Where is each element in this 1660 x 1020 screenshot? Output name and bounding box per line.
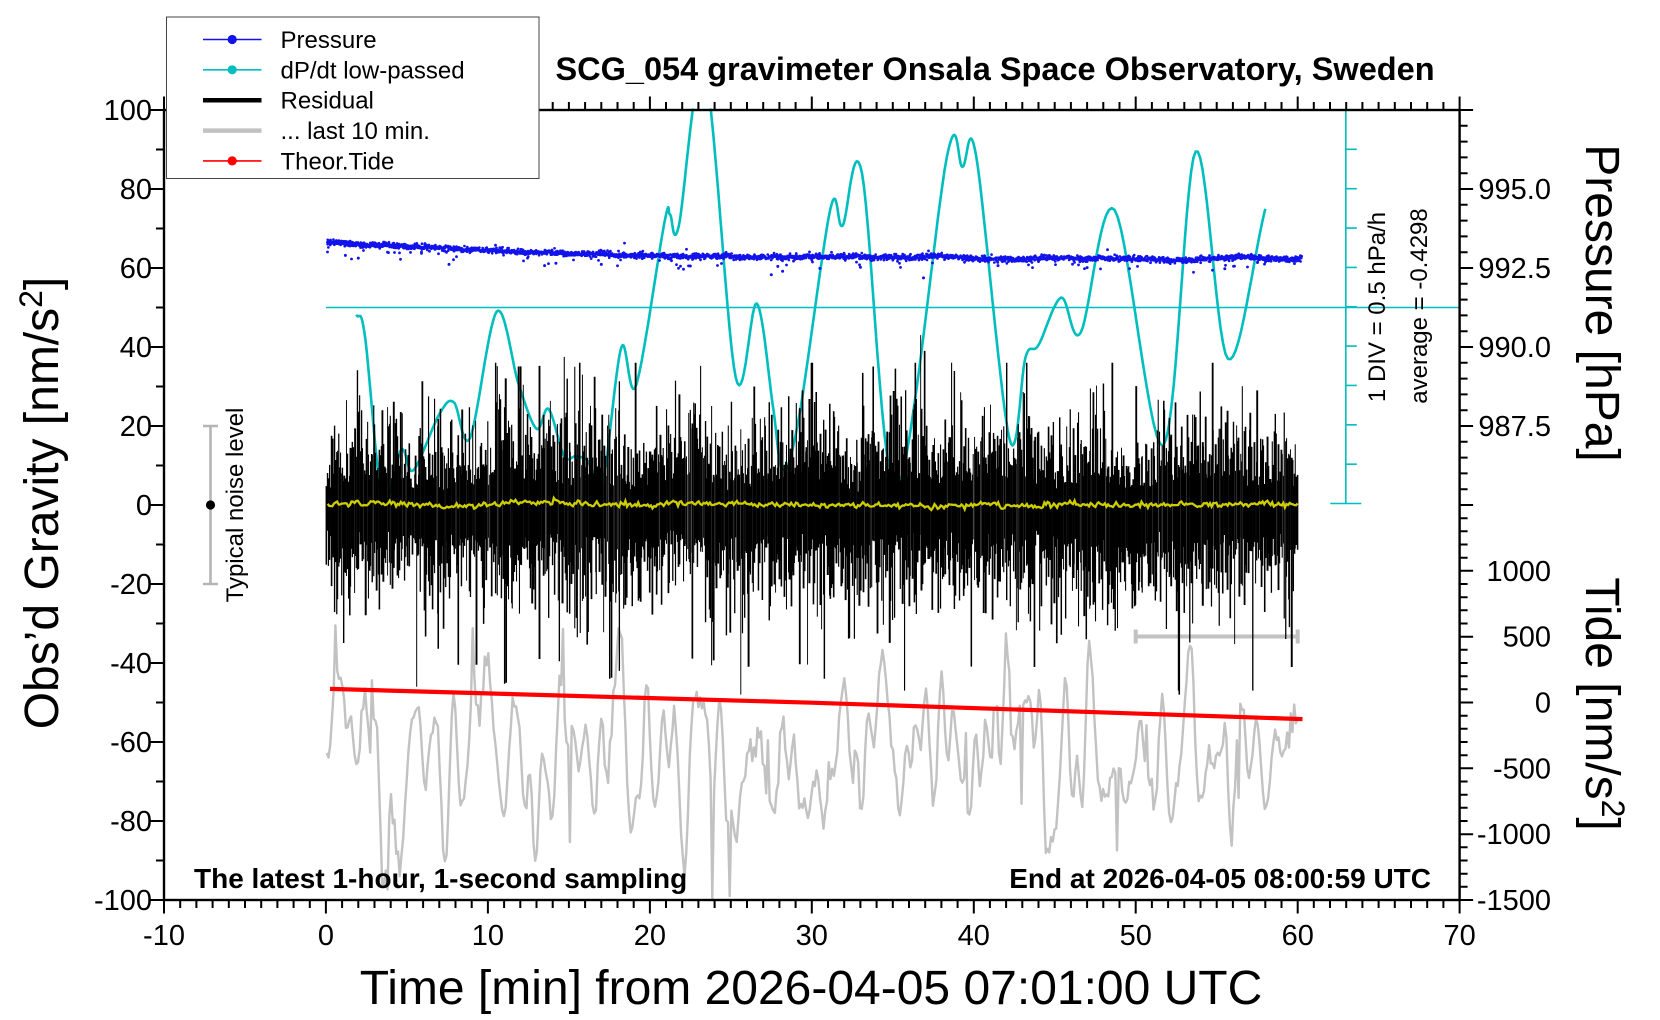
- svg-text:-40: -40: [110, 648, 152, 680]
- svg-text:End at 2026-04-05 08:00:59 UTC: End at 2026-04-05 08:00:59 UTC: [1009, 863, 1431, 894]
- svg-text:Time [min] from 2026-04-05 07:: Time [min] from 2026-04-05 07:01:00 UTC: [360, 962, 1263, 1015]
- svg-text:... last 10 min.: ... last 10 min.: [281, 118, 430, 145]
- svg-text:992.5: 992.5: [1478, 253, 1551, 285]
- svg-text:500: 500: [1503, 622, 1551, 654]
- svg-text:990.0: 990.0: [1478, 332, 1551, 364]
- svg-text:40: 40: [120, 332, 152, 364]
- svg-text:Pressure [hPa]: Pressure [hPa]: [1575, 144, 1628, 461]
- svg-text:0: 0: [318, 920, 334, 952]
- svg-text:Residual: Residual: [281, 88, 374, 115]
- svg-text:dP/dt low-passed: dP/dt low-passed: [281, 57, 465, 84]
- svg-text:-20: -20: [110, 569, 152, 601]
- svg-text:20: 20: [634, 920, 666, 952]
- svg-text:-80: -80: [110, 806, 152, 838]
- svg-text:-100: -100: [94, 885, 152, 917]
- svg-text:Theor.Tide: Theor.Tide: [281, 148, 395, 175]
- svg-text:30: 30: [796, 920, 828, 952]
- svg-text:20: 20: [120, 411, 152, 443]
- svg-text:average = -0.4298: average = -0.4298: [1406, 208, 1433, 403]
- svg-text:SCG_054 gravimeter Onsala Spac: SCG_054 gravimeter Onsala Space Observat…: [555, 51, 1434, 87]
- svg-text:-500: -500: [1493, 753, 1551, 785]
- svg-text:70: 70: [1443, 920, 1475, 952]
- svg-text:60: 60: [120, 253, 152, 285]
- svg-text:-60: -60: [110, 727, 152, 759]
- svg-text:0: 0: [1535, 688, 1551, 720]
- svg-text:80: 80: [120, 174, 152, 206]
- svg-text:60: 60: [1282, 920, 1314, 952]
- svg-text:995.0: 995.0: [1478, 174, 1551, 206]
- svg-text:-1000: -1000: [1477, 819, 1551, 851]
- svg-text:Obs’d Gravity [nm/s2]: Obs’d Gravity [nm/s2]: [13, 277, 69, 730]
- svg-text:-1500: -1500: [1477, 885, 1551, 917]
- svg-text:50: 50: [1120, 920, 1152, 952]
- svg-text:100: 100: [104, 95, 152, 127]
- svg-text:Pressure: Pressure: [281, 27, 377, 54]
- svg-text:The latest 1-hour, 1-second sa: The latest 1-hour, 1-second sampling: [194, 863, 687, 894]
- svg-text:1000: 1000: [1486, 556, 1551, 588]
- svg-text:-10: -10: [143, 920, 185, 952]
- svg-text:987.5: 987.5: [1478, 411, 1551, 443]
- svg-text:0: 0: [136, 490, 152, 522]
- svg-text:Tide [nm/s2]: Tide [nm/s2]: [1575, 577, 1631, 830]
- svg-text:Typical noise level: Typical noise level: [222, 408, 249, 603]
- svg-text:40: 40: [958, 920, 990, 952]
- svg-text:10: 10: [472, 920, 504, 952]
- svg-text:1 DIV = 0.5 hPa/h: 1 DIV = 0.5 hPa/h: [1364, 212, 1391, 402]
